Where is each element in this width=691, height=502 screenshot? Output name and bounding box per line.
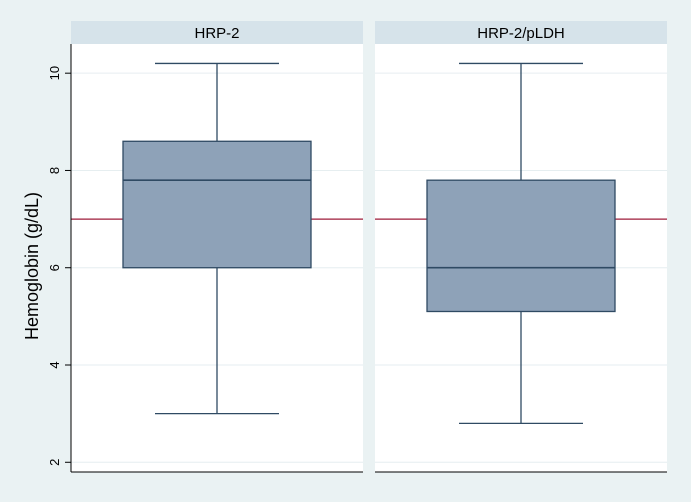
iqr-box	[426, 179, 616, 313]
iqr-box	[122, 140, 312, 269]
panel-title: HRP-2/pLDH	[477, 25, 565, 42]
y-tick-label: 10	[47, 66, 62, 80]
y-axis: 2 4 6 8 10	[47, 44, 72, 472]
y-tick-label: 4	[47, 361, 62, 368]
panel-title: HRP-2	[194, 25, 239, 42]
y-tick-label: 2	[47, 459, 62, 466]
panels-layer: HRP-2 HRP-2/pLDH	[71, 21, 667, 473]
y-axis-label: Hemoglobin (g/dL)	[22, 192, 42, 340]
panel-header	[375, 21, 667, 44]
panel-header	[71, 21, 363, 44]
y-tick-label: 8	[47, 167, 62, 174]
y-tick-label: 6	[47, 264, 62, 271]
panel-2: HRP-2/pLDH	[375, 21, 667, 473]
panel-1: HRP-2	[71, 21, 363, 473]
